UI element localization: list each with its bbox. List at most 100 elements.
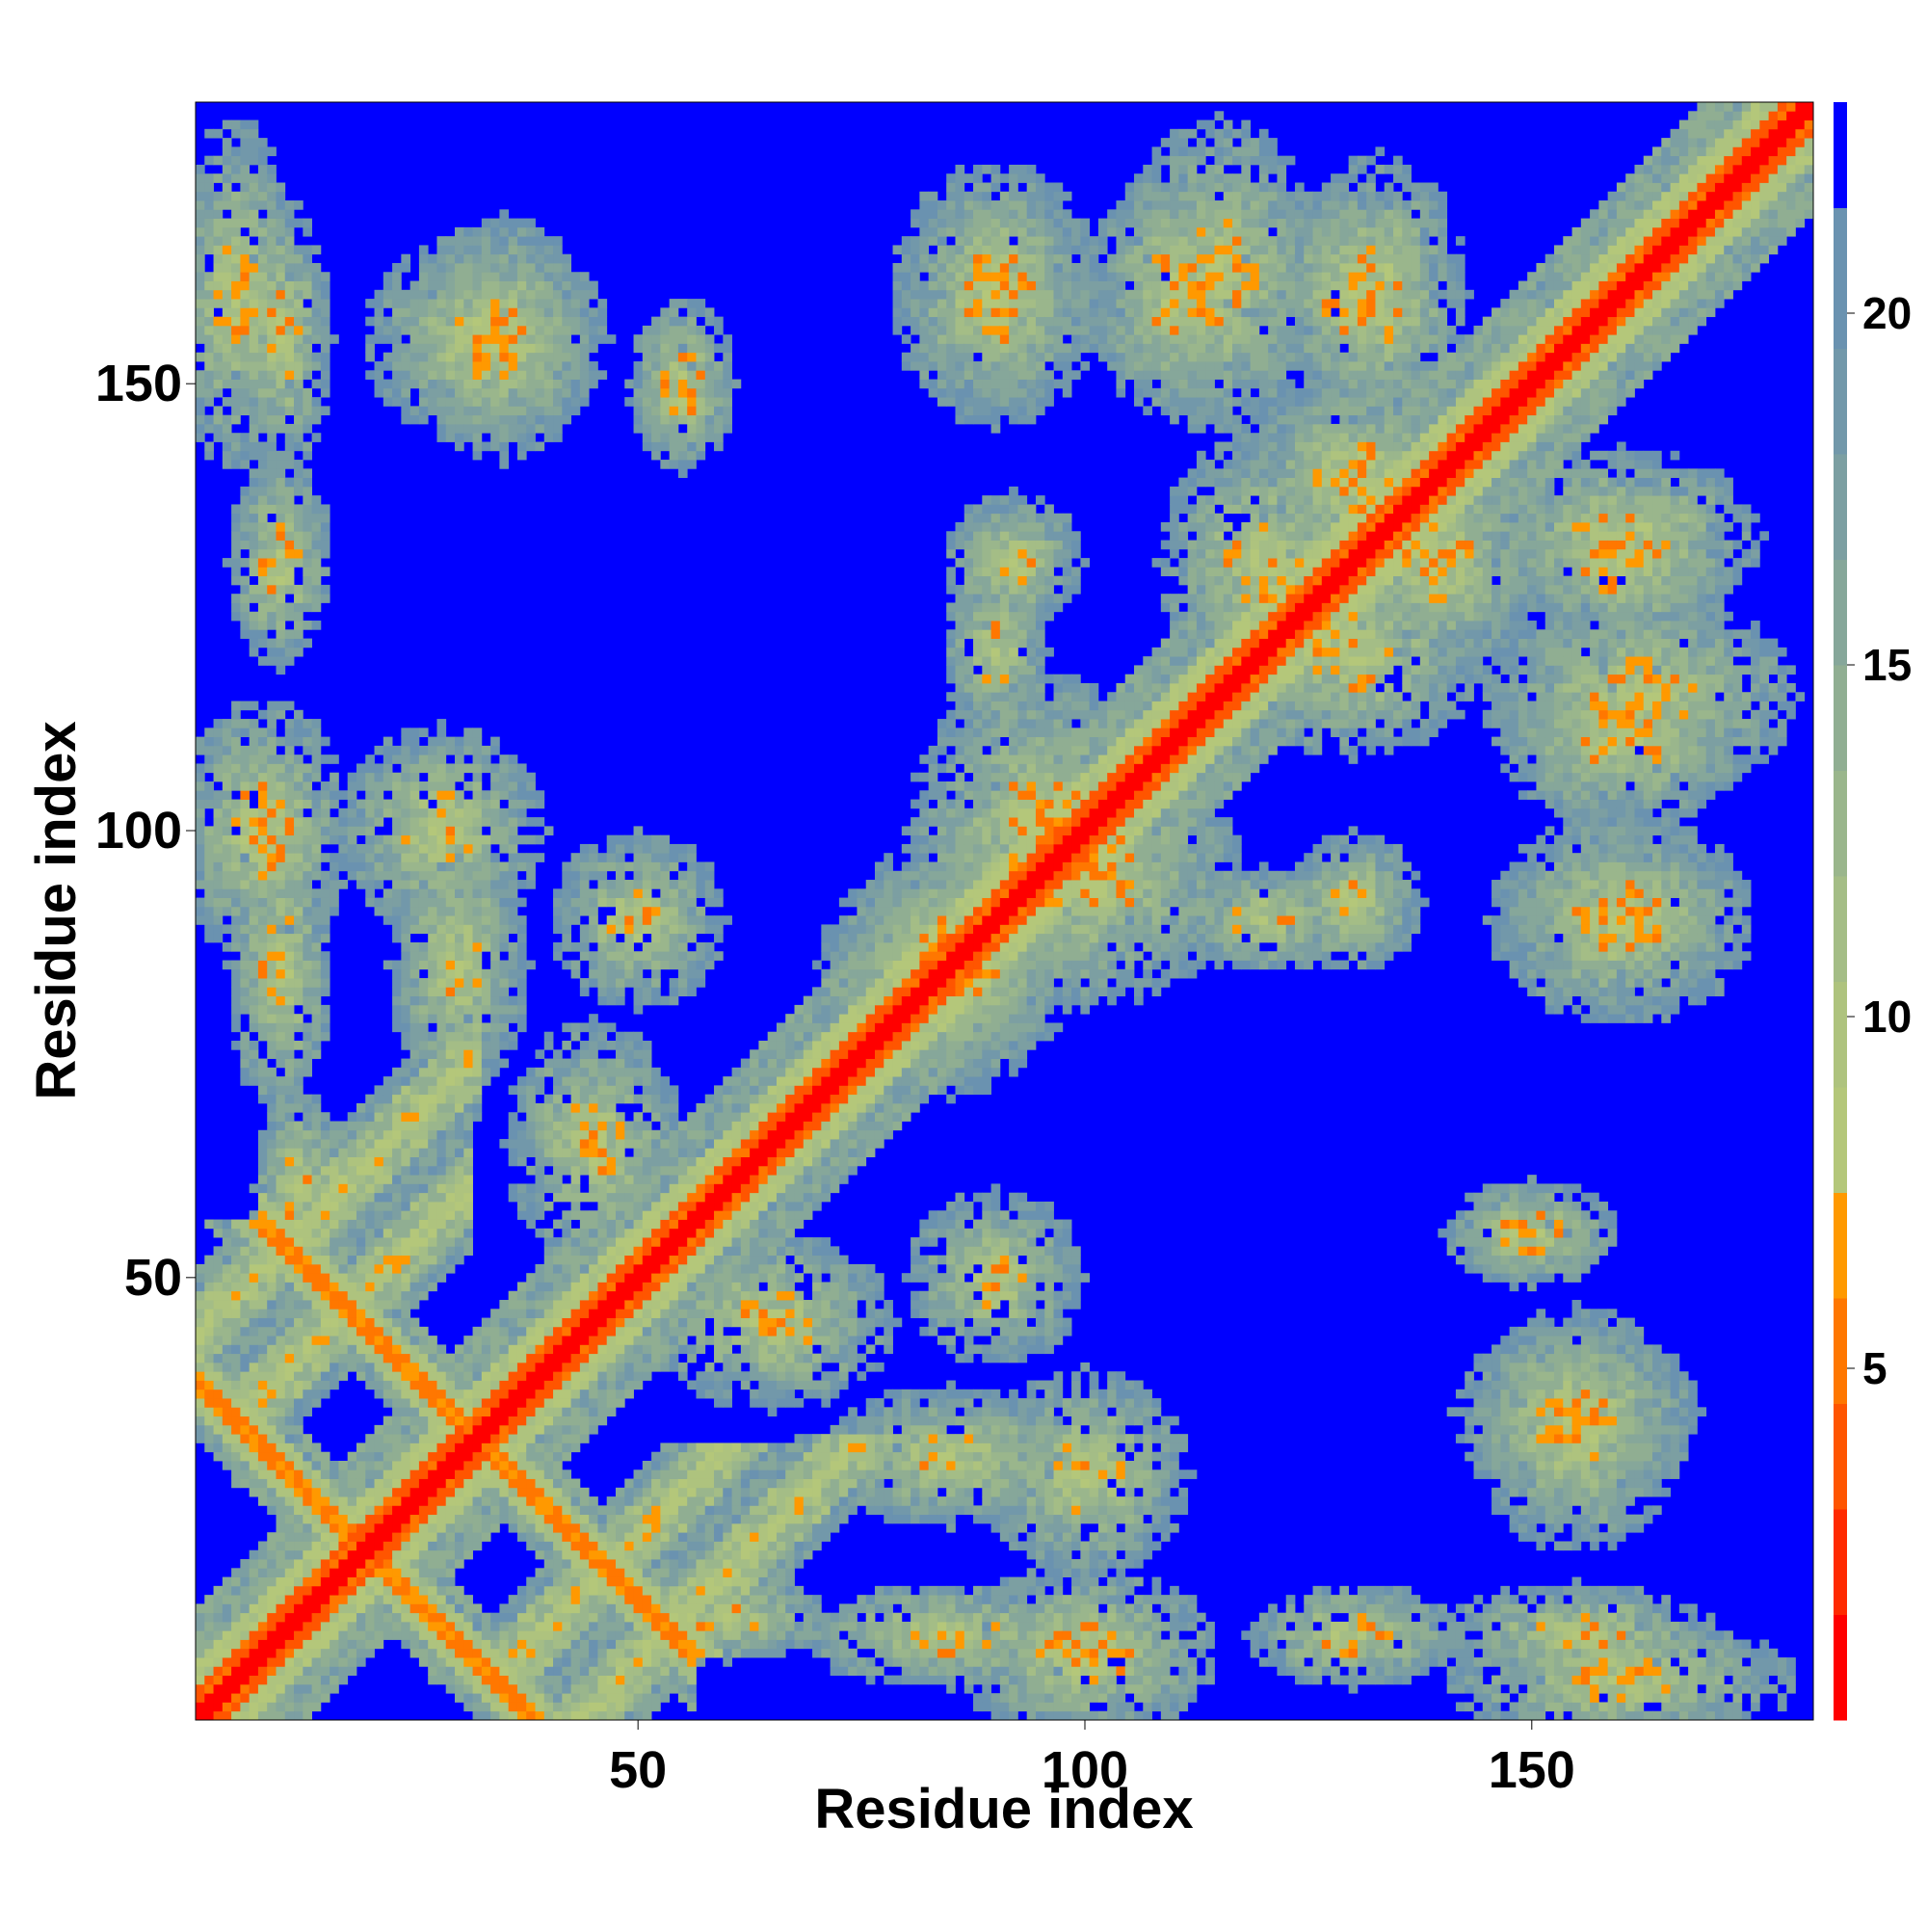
heatmap-cell [589, 1183, 598, 1194]
heatmap-cell [294, 1210, 304, 1220]
heatmap-cell [418, 861, 429, 872]
heatmap-cell [516, 1326, 527, 1337]
heatmap-cell [543, 387, 554, 398]
heatmap-cell [428, 1549, 437, 1560]
heatmap-cell [481, 1067, 491, 1077]
heatmap-cell [347, 1139, 357, 1149]
heatmap-cell [428, 325, 437, 335]
heatmap-cell [257, 745, 268, 755]
heatmap-cell [383, 1496, 393, 1506]
heatmap-cell [445, 1041, 456, 1050]
heatmap-cell [445, 1639, 456, 1650]
heatmap-cell [570, 1129, 581, 1140]
heatmap-cell [436, 253, 447, 264]
heatmap-cell [231, 361, 241, 371]
heatmap-cell [240, 521, 251, 532]
heatmap-cell [320, 736, 330, 747]
heatmap-cell [374, 861, 384, 872]
heatmap-cell [543, 1595, 554, 1604]
heatmap-cell [589, 1058, 598, 1069]
heatmap-cell [267, 772, 277, 782]
heatmap-cell [516, 1022, 527, 1033]
heatmap-cell [240, 843, 251, 854]
heatmap-cell [338, 1568, 349, 1577]
heatmap-cell [374, 1290, 384, 1301]
heatmap-cell [392, 870, 402, 881]
heatmap-cell [213, 1362, 224, 1372]
heatmap-cell [338, 880, 349, 889]
heatmap-cell [311, 1041, 322, 1050]
heatmap-cell [240, 960, 251, 970]
heatmap-cell [294, 1532, 304, 1542]
heatmap-cell [418, 1451, 429, 1462]
heatmap-cell [231, 906, 241, 916]
heatmap-cell [472, 334, 483, 344]
heatmap-cell [284, 1175, 295, 1184]
heatmap-cell [196, 236, 205, 246]
heatmap-cell [330, 1621, 339, 1631]
heatmap-cell [589, 1246, 598, 1257]
heatmap-cell [579, 1129, 590, 1140]
heatmap-cell [204, 209, 214, 219]
heatmap-cell [516, 1121, 527, 1131]
heatmap-cell [508, 1336, 518, 1345]
heatmap-cell [294, 1228, 304, 1238]
heatmap-cell [240, 611, 251, 622]
heatmap-cell [311, 1442, 322, 1453]
heatmap-cell [490, 1058, 500, 1069]
heatmap-cell [383, 1532, 393, 1542]
heatmap-cell [436, 370, 447, 380]
heatmap-cell [463, 1049, 473, 1059]
heatmap-cell [570, 352, 581, 362]
heatmap-cell [240, 280, 251, 291]
heatmap-cell [481, 1031, 491, 1042]
heatmap-cell [294, 1416, 304, 1426]
heatmap-cell [276, 182, 286, 193]
heatmap-cell [240, 763, 251, 774]
heatmap-cell [543, 1228, 554, 1238]
heatmap-cell [535, 1398, 545, 1408]
heatmap-cell [231, 1309, 241, 1318]
heatmap-cell [383, 316, 393, 327]
heatmap-cell [455, 1085, 464, 1096]
heatmap-cell [490, 995, 500, 1006]
heatmap-cell [409, 1630, 420, 1640]
heatmap-cell [562, 1112, 572, 1122]
heatmap-cell [303, 1451, 312, 1462]
heatmap-cells [196, 102, 1814, 1721]
heatmap-cell [526, 1112, 536, 1122]
heatmap-cell [463, 1478, 473, 1489]
heatmap-cell [240, 807, 251, 818]
heatmap-cell [222, 1228, 232, 1238]
heatmap-cell [240, 861, 251, 872]
heatmap-cell [240, 1603, 251, 1614]
heatmap-cell [311, 1273, 322, 1283]
heatmap-cell [330, 1148, 339, 1157]
heatmap-cell [356, 1102, 366, 1113]
heatmap-cell [392, 1522, 402, 1533]
heatmap-cell [490, 1326, 500, 1337]
heatmap-cell [249, 1263, 259, 1274]
heatmap-cell [284, 1282, 295, 1292]
heatmap-cell [257, 987, 268, 997]
heatmap-cell [428, 995, 437, 1006]
heatmap-cell [294, 906, 304, 916]
heatmap-cell [455, 1210, 464, 1220]
heatmap-cell [330, 1595, 339, 1604]
heatmap-cell [204, 1639, 214, 1650]
heatmap-cell [535, 1085, 545, 1096]
heatmap-cell [401, 1094, 411, 1104]
heatmap-cell [570, 1371, 581, 1381]
heatmap-cell [499, 1648, 510, 1658]
heatmap-cell [579, 1210, 590, 1220]
heatmap-cell [392, 361, 402, 371]
heatmap-cell [249, 289, 259, 300]
heatmap-cell [428, 1451, 437, 1462]
heatmap-cell [472, 299, 483, 308]
heatmap-cell [374, 1228, 384, 1238]
heatmap-cell [257, 441, 268, 452]
heatmap-cell [276, 611, 286, 622]
heatmap-cell [311, 1522, 322, 1533]
heatmap-cell [535, 1192, 545, 1203]
heatmap-cell [284, 1014, 295, 1023]
